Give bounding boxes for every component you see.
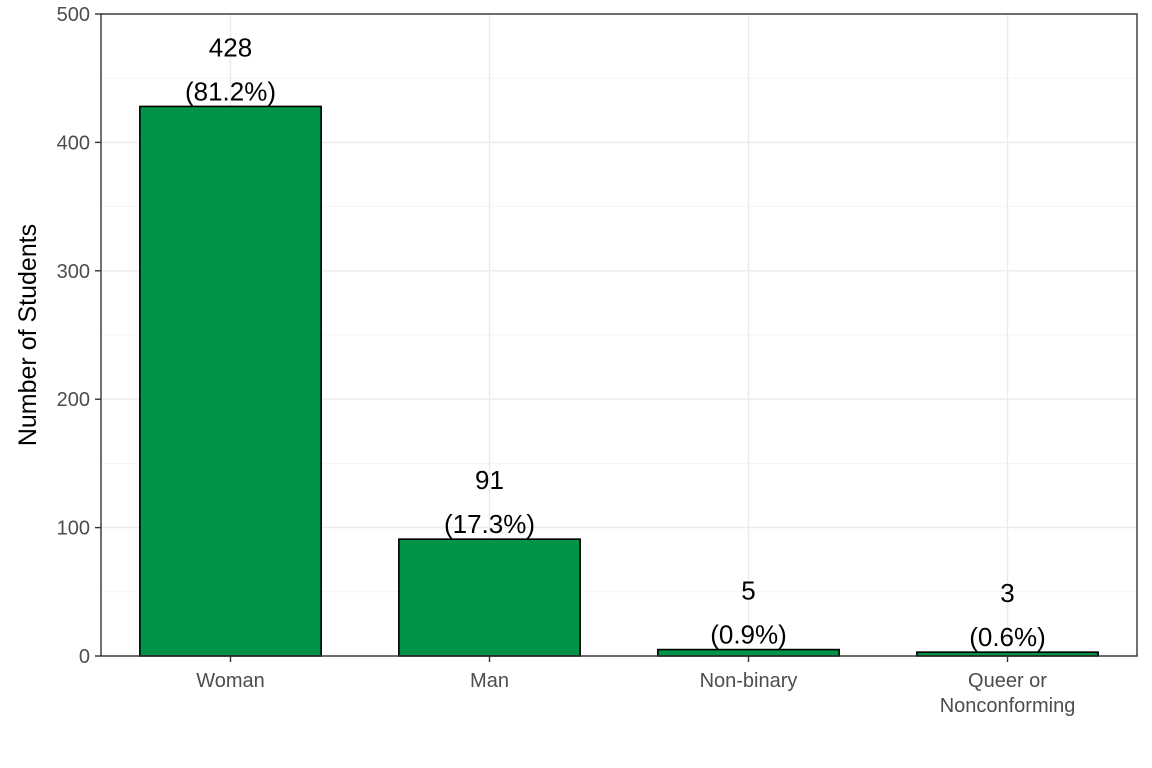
x-axis: Woman Man Non-binary Queer or Nonconforming — [196, 656, 1075, 717]
y-tick-label: 500 — [57, 4, 90, 26]
bar — [398, 538, 581, 657]
x-tick-label: Queer or Nonconforming — [940, 670, 1076, 717]
x-tick-label: Woman — [196, 670, 265, 692]
percent-label: (0.6%) — [969, 622, 1046, 652]
bar — [657, 648, 840, 657]
bars — [139, 105, 1099, 657]
x-tick-label: Man — [470, 670, 509, 692]
y-tick-label: 200 — [57, 389, 90, 411]
y-axis: 0 100 200 300 400 500 — [57, 4, 101, 668]
plot-panel-border — [100, 13, 1138, 657]
y-tick-label: 100 — [57, 518, 90, 540]
y-axis-title: Number of Students — [14, 224, 42, 446]
x-tick-label: Non-binary — [700, 670, 798, 692]
count-label: 3 — [1000, 578, 1014, 608]
count-label: 91 — [475, 465, 504, 495]
y-tick-label: 400 — [57, 132, 90, 154]
count-label: 5 — [741, 576, 755, 606]
percent-label: (81.2%) — [185, 76, 276, 106]
percent-label: (17.3%) — [444, 509, 535, 539]
percent-label: (0.9%) — [710, 620, 787, 650]
y-tick-label: 0 — [79, 646, 90, 668]
data-labels: 428 (81.2%) 91 (17.3%) 5 (0.9%) 3 (0.6%) — [185, 32, 1046, 652]
bar — [139, 105, 322, 657]
y-tick-label: 300 — [57, 261, 90, 283]
count-label: 428 — [209, 32, 252, 62]
